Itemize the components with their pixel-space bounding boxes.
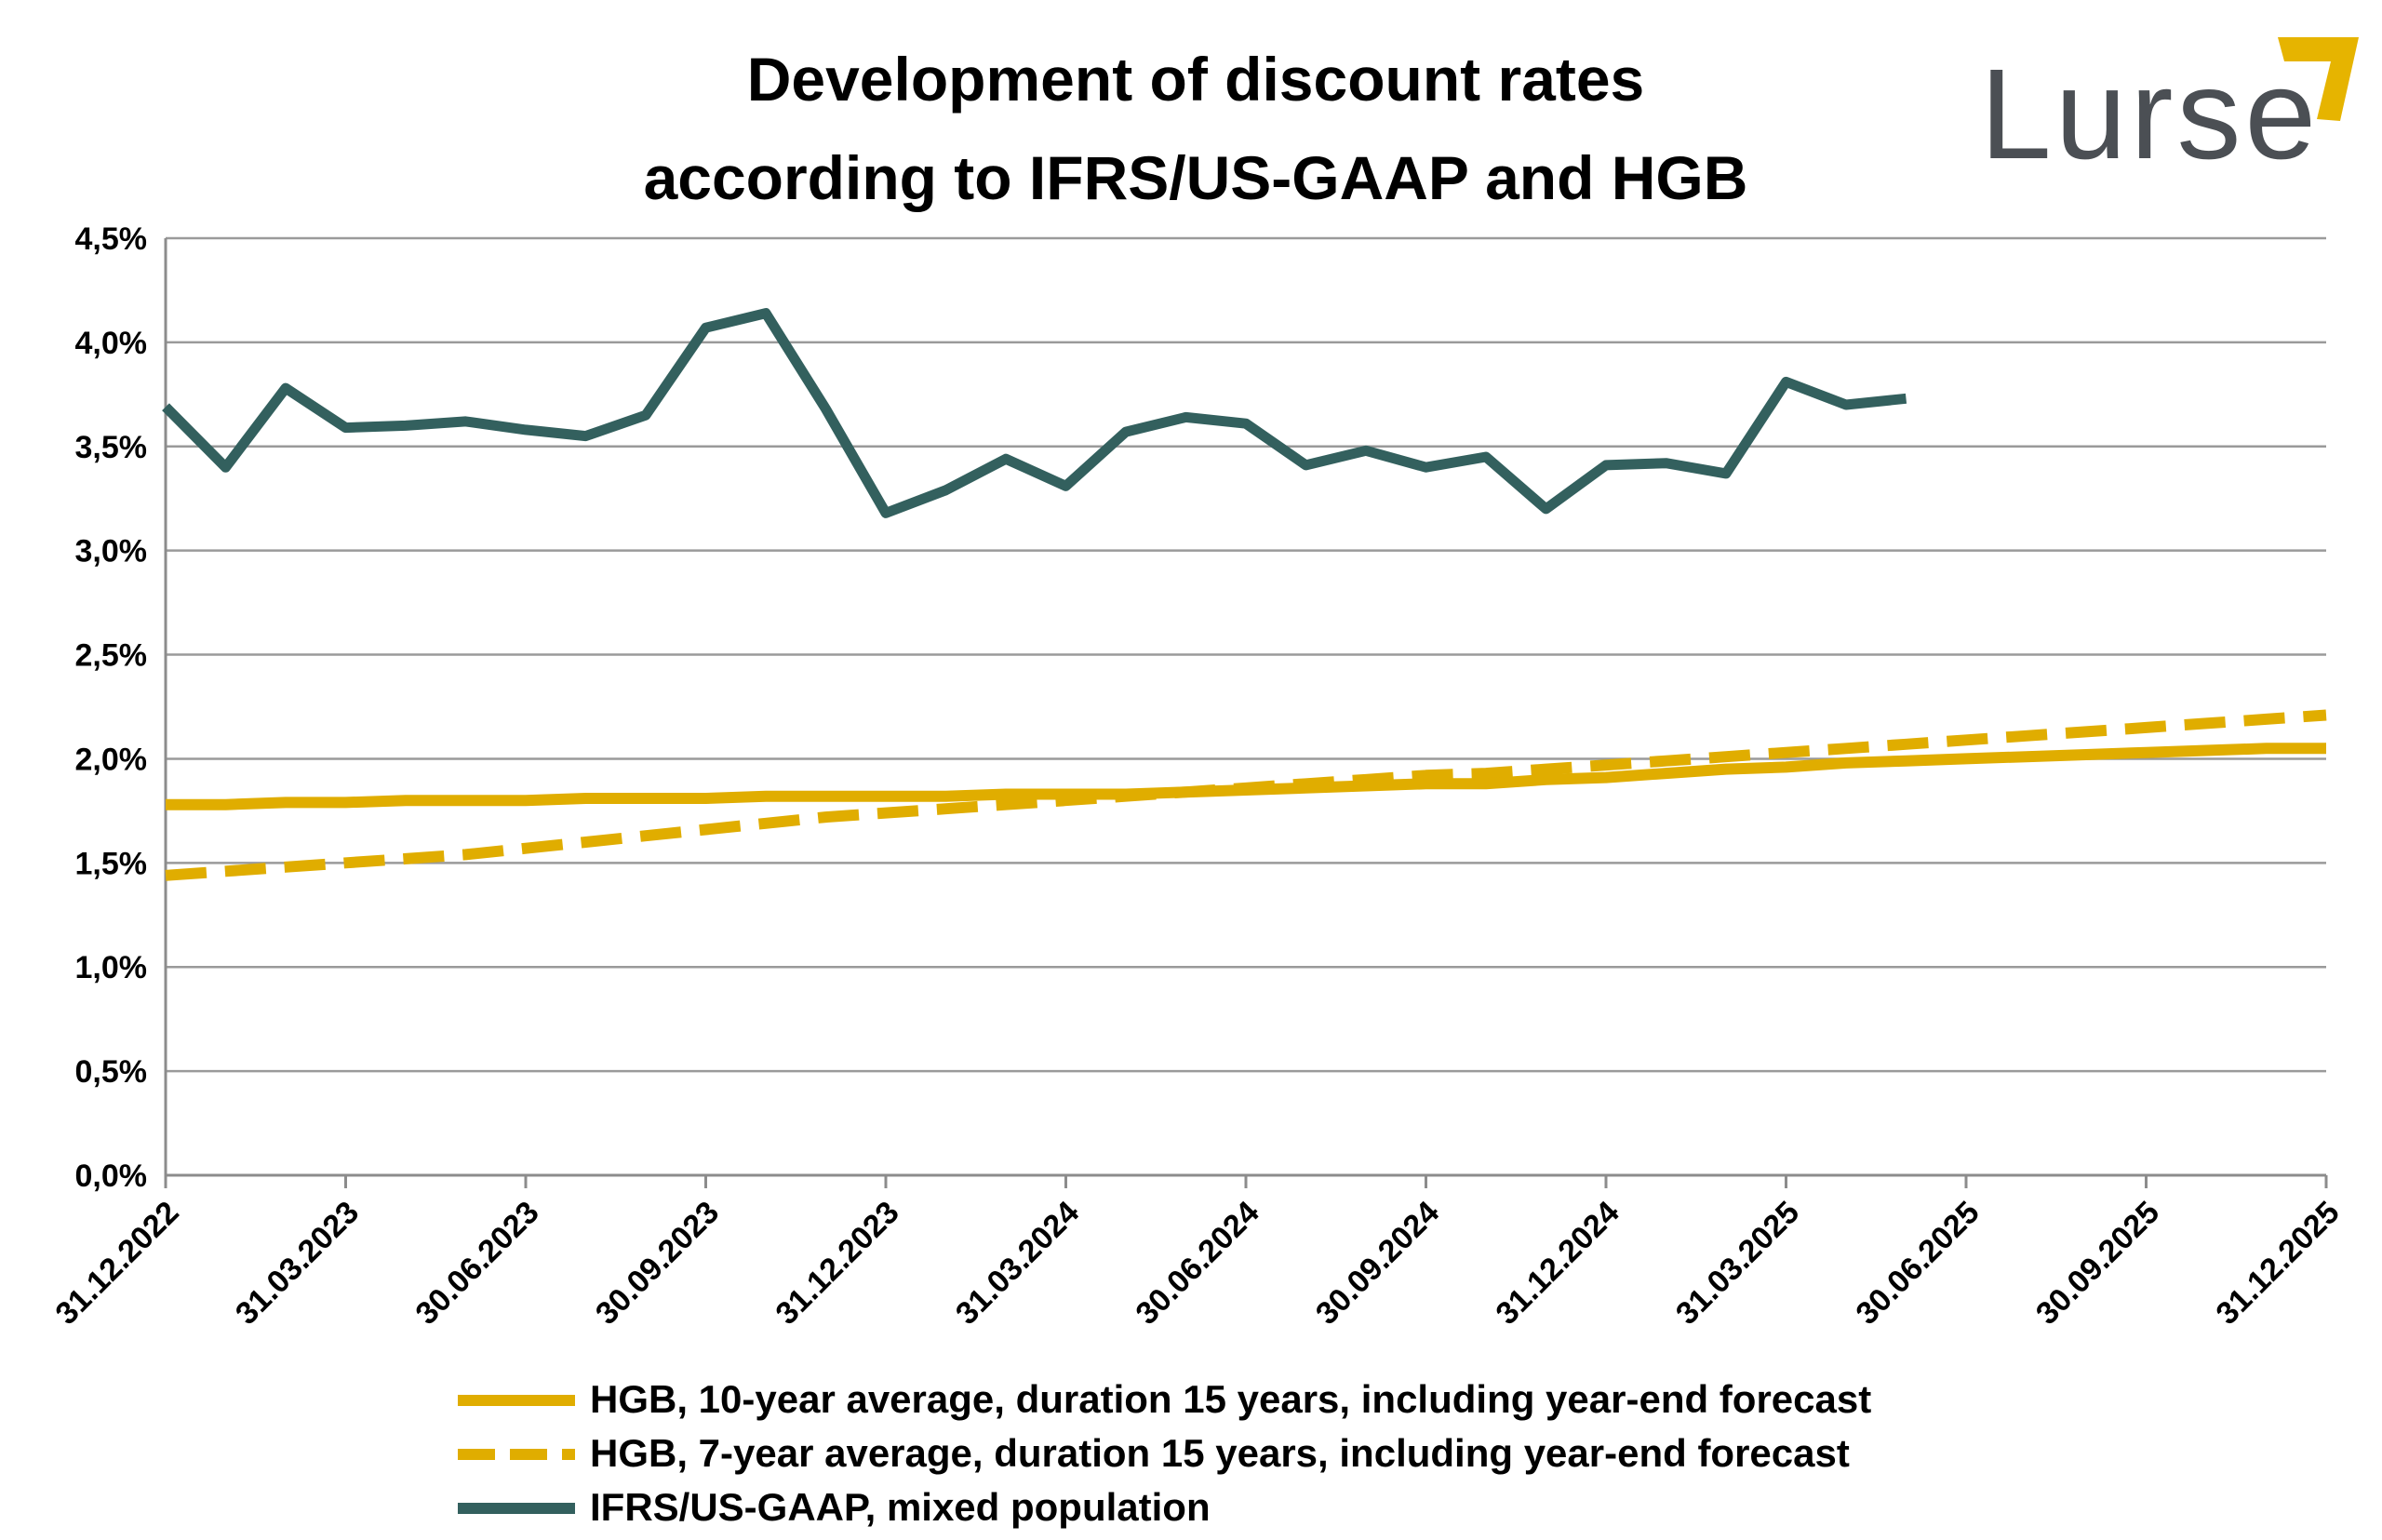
- logo-accent-mark: [2278, 37, 2359, 121]
- x-tick-label: 30.09.2025: [2029, 1195, 2166, 1332]
- y-tick-label: 4,0%: [75, 326, 148, 361]
- x-tick-label: 30.09.2024: [1309, 1195, 1446, 1332]
- x-tick-label: 31.12.2024: [1489, 1195, 1626, 1332]
- x-tick-label: 30.06.2024: [1129, 1195, 1265, 1332]
- axes: 0,0% 0,5% 1,0% 1,5% 2,0% 2,5% 3,0% 3,5% 4,0% 4,5%…: [48, 221, 2346, 1332]
- legend: HGB, 10-year average, duration 15 years,…: [458, 1377, 1871, 1529]
- y-tick-label: 1,5%: [75, 846, 148, 881]
- legend-label: HGB, 7-year average, duration 15 years, …: [590, 1431, 1850, 1475]
- x-tick-label: 31.12.2025: [2209, 1195, 2346, 1332]
- logo-text: Lurse: [1980, 43, 2320, 186]
- x-tick-label: 31.03.2024: [949, 1195, 1086, 1332]
- y-tick-label: 3,5%: [75, 430, 148, 465]
- x-tick-label: 31.03.2025: [1669, 1195, 1806, 1332]
- chart-title-line-2: according to IFRS/US-GAAP and HGB: [644, 143, 1748, 212]
- x-tick-label: 30.09.2023: [589, 1195, 726, 1332]
- grid: [166, 236, 2326, 1073]
- y-tick-label: 0,0%: [75, 1158, 148, 1194]
- x-tick-label: 31.12.2022: [48, 1195, 185, 1332]
- y-tick-label: 2,5%: [75, 638, 148, 674]
- legend-label: IFRS/US-GAAP, mixed population: [590, 1485, 1211, 1529]
- logo: Lurse: [1980, 37, 2359, 186]
- x-tick-label: 30.06.2025: [1849, 1195, 1986, 1332]
- series-line-hgb-10-year: [166, 743, 2326, 810]
- x-tick-label: 31.12.2023: [769, 1195, 905, 1332]
- y-tick-label: 1,0%: [75, 950, 148, 985]
- x-tick-label: 30.06.2023: [408, 1195, 545, 1332]
- series-line-ifrs-us-gaap: [162, 308, 1907, 518]
- y-tick-label: 2,0%: [75, 742, 148, 777]
- legend-label: HGB, 10-year average, duration 15 years,…: [590, 1377, 1871, 1421]
- series-lines: [162, 308, 2327, 881]
- y-tick-label: 4,5%: [75, 221, 148, 257]
- x-tick-label: 31.03.2023: [229, 1195, 366, 1332]
- y-tick-label: 0,5%: [75, 1054, 148, 1090]
- y-tick-label: 3,0%: [75, 534, 148, 569]
- chart-title-line-1: Development of discount rates: [747, 45, 1645, 114]
